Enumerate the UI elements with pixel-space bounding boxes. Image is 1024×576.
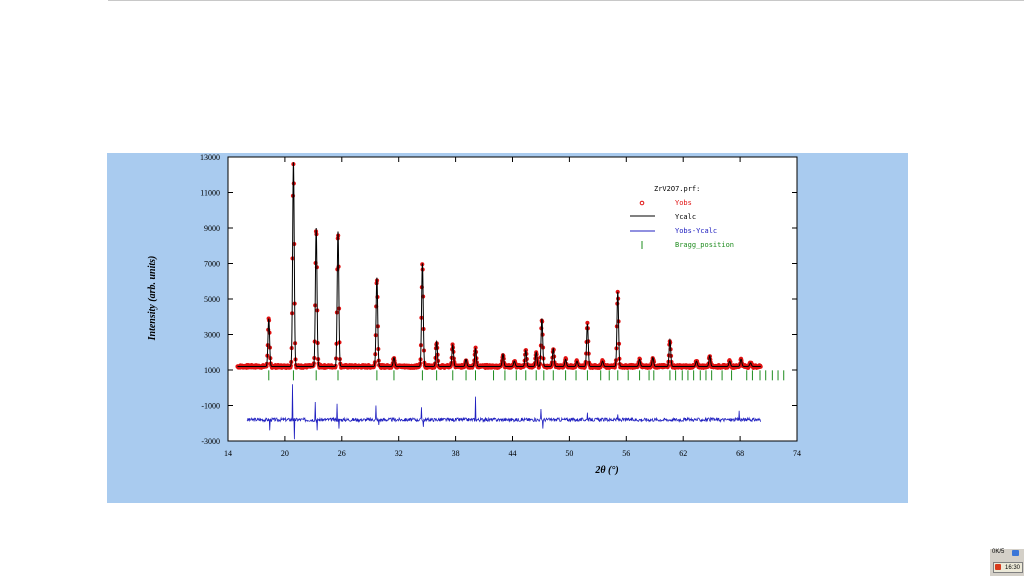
y-tick-label: -3000: [201, 437, 220, 446]
network-icon[interactable]: [1012, 550, 1019, 556]
plot-area: [227, 156, 798, 442]
y-tick-label: 3000: [204, 331, 220, 340]
y-axis-label: Intensity (arb. units): [147, 256, 158, 342]
y-tick-label: 7000: [204, 260, 220, 269]
x-axis-label: 2θ (°): [594, 465, 618, 476]
legend-diff-label: Yobs-Ycalc: [675, 227, 717, 235]
calculated-curve: [237, 162, 761, 367]
legend: ZrV2O7.prf: Yobs Ycalc Yobs-Ycalc Bragg_…: [630, 185, 734, 249]
x-tick-label: 32: [395, 449, 403, 458]
diff-line: [246, 384, 761, 440]
tray-status-text: 0K/5: [992, 549, 1005, 555]
x-tick-label: 68: [736, 449, 744, 458]
y-tick-label: -1000: [201, 402, 220, 411]
y-axis: 13000 11000 9000 7000 5000 3000 1000 -1000 -3000: [200, 153, 797, 446]
x-tick-label: 44: [509, 449, 517, 458]
legend-bragg-label: Bragg_position: [675, 241, 734, 249]
x-axis: 14 20 26 32 38 44 50 56 62 68 74: [224, 157, 801, 458]
x-tick-label: 62: [679, 449, 687, 458]
bragg-marks: [268, 370, 785, 381]
legend-ycalc-label: Ycalc: [675, 213, 696, 221]
x-tick-label: 38: [452, 449, 460, 458]
tray-clock[interactable]: 16:30: [993, 562, 1023, 573]
y-tick-label: 13000: [200, 153, 220, 162]
y-tick-label: 9000: [204, 224, 220, 233]
legend-yobs-label: Yobs: [675, 199, 692, 207]
x-tick-label: 14: [224, 449, 232, 458]
ycalc-line: [237, 162, 761, 367]
x-tick-label: 50: [565, 449, 573, 458]
x-tick-label: 74: [793, 449, 801, 458]
x-tick-label: 26: [338, 449, 346, 458]
y-tick-label: 11000: [200, 189, 220, 198]
top-border-line: [108, 0, 1024, 1]
x-tick-label: 20: [281, 449, 289, 458]
difference-curve: [246, 384, 761, 440]
y-tick-label: 1000: [204, 366, 220, 375]
y-tick-label: 5000: [204, 295, 220, 304]
legend-title: ZrV2O7.prf:: [654, 185, 700, 193]
volume-icon[interactable]: [995, 564, 1001, 570]
legend-yobs-marker: [639, 200, 645, 206]
x-tick-label: 56: [622, 449, 630, 458]
